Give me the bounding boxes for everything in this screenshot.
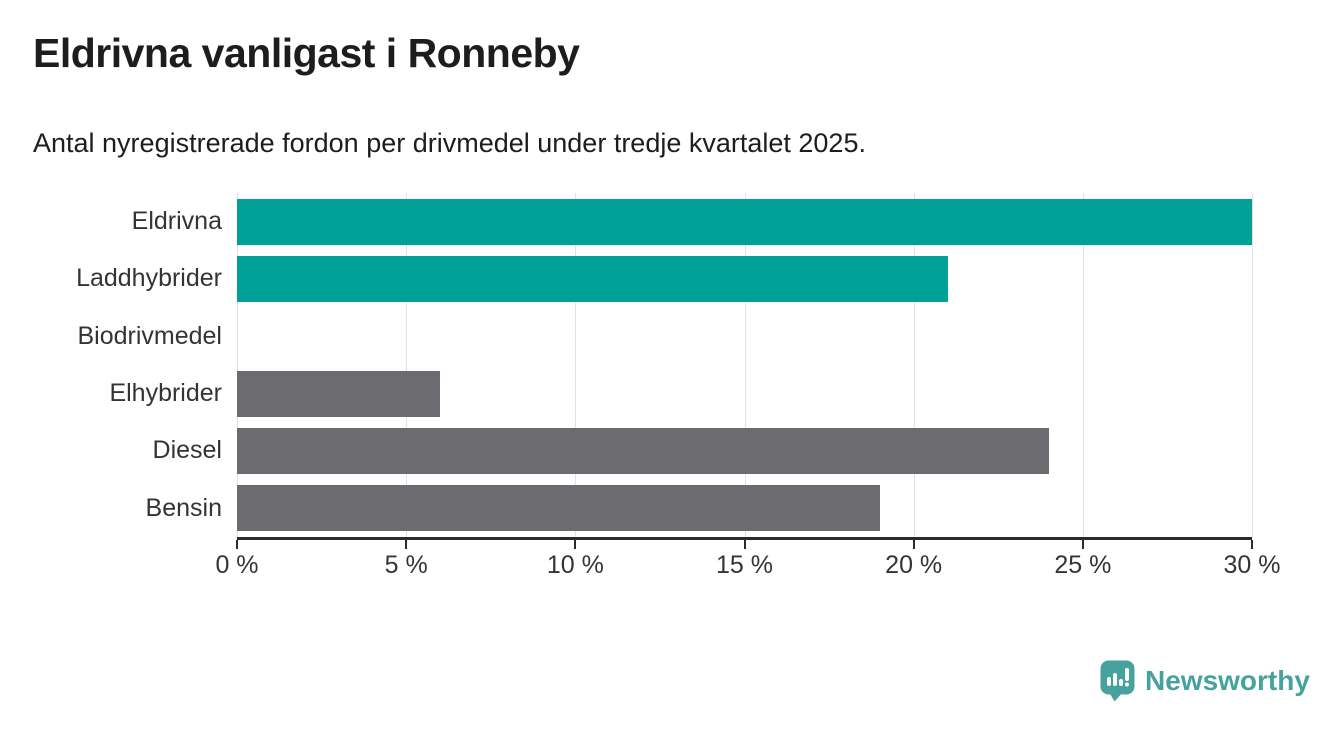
newsworthy-speech-bubble-barchart-icon (1100, 660, 1135, 702)
bar-elhybrider (237, 370, 440, 417)
bar-laddhybrider (237, 255, 948, 302)
gridline (406, 193, 408, 537)
bar-diesel (237, 427, 1049, 474)
gridline (913, 193, 915, 537)
x-axis-tick (405, 540, 408, 549)
gridline (575, 193, 577, 537)
gridline (237, 193, 238, 537)
x-axis-tick (743, 540, 746, 549)
x-axis-tick-label: 25 % (1054, 551, 1112, 579)
category-label: Biodrivmedel (77, 321, 222, 350)
category-labels: Eldrivna Laddhybrider Biodrivmedel Elhybrid… (0, 193, 222, 537)
chart-subtitle: Antal nyregistrerade fordon per drivmede… (33, 128, 866, 158)
bar-bensin (237, 485, 880, 532)
bar-row (237, 193, 1252, 250)
gridline (744, 193, 746, 537)
newsworthy-logo: Newsworthy (1100, 660, 1310, 702)
category-label: Elhybrider (109, 379, 222, 408)
gridline (1082, 193, 1084, 537)
bar-row (237, 422, 1252, 479)
newsworthy-logo-text: Newsworthy (1145, 665, 1310, 696)
category-label: Diesel (152, 436, 222, 465)
x-axis-tick-label: 10 % (546, 551, 604, 579)
bars (237, 193, 1252, 537)
x-axis-tick (574, 540, 577, 549)
x-axis-tick-label: 30 % (1223, 551, 1281, 579)
bar-row (237, 308, 1252, 365)
bar-row (237, 365, 1252, 422)
x-axis-line (237, 537, 1252, 540)
bar-row (237, 250, 1252, 307)
x-axis-labels: 0 % 5 % 10 % 15 % 20 % 25 % 30 % (215, 551, 1280, 587)
x-axis-tick-label: 5 % (384, 551, 428, 579)
category-label: Laddhybrider (76, 264, 222, 293)
x-axis-tick-label: 20 % (885, 551, 943, 579)
plot-area (237, 193, 1253, 537)
x-axis-tick (912, 540, 915, 549)
category-label: Eldrivna (131, 207, 222, 236)
x-axis-tick (1251, 540, 1253, 549)
x-axis-tick-label: 15 % (716, 551, 773, 579)
x-axis-tick (236, 540, 238, 549)
chart-title: Eldrivna vanligast i Ronneby (33, 30, 580, 76)
x-axis-tick-label: 0 % (215, 551, 259, 579)
x-axis-tick (1081, 540, 1084, 549)
gridline (1252, 193, 1253, 537)
bar-eldrivna (237, 198, 1252, 245)
x-axis-ticks (236, 540, 1253, 549)
category-label: Bensin (145, 493, 222, 522)
bar-row (237, 480, 1252, 537)
